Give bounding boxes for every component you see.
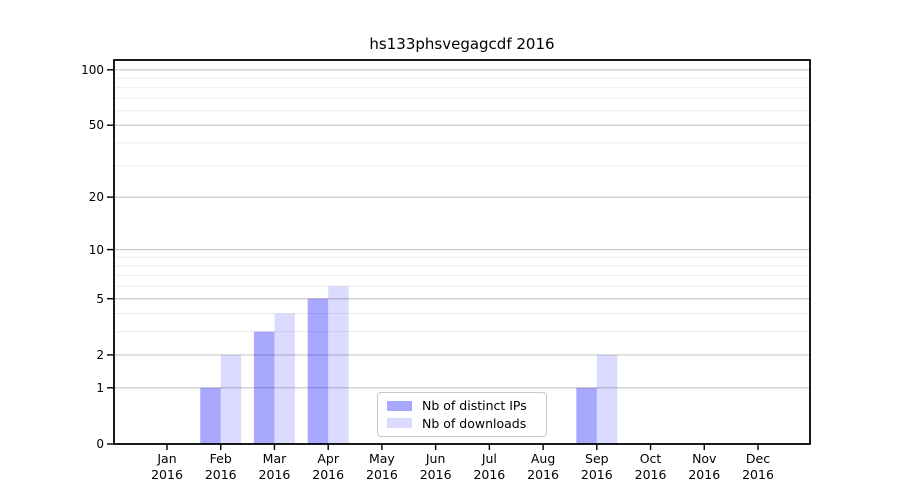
bar-distinct-ips	[253, 331, 275, 444]
bar-downloads	[220, 354, 242, 444]
x-tick-label-mar: Mar 2016	[242, 451, 306, 483]
x-tick-label-nov: Nov 2016	[672, 451, 736, 483]
bar-downloads	[328, 286, 349, 444]
month-label: Mar	[262, 451, 287, 466]
legend-swatch-downloads	[387, 418, 412, 429]
legend-swatch-distinct-ips	[387, 400, 412, 411]
month-label: Feb	[209, 451, 232, 466]
x-tick-label-feb: Feb 2016	[189, 451, 253, 483]
x-tick-label-jun: Jun 2016	[404, 451, 468, 483]
month-label: Dec	[745, 451, 771, 466]
legend-item-downloads: Nb of downloads	[378, 416, 546, 431]
month-label: Aug	[530, 451, 556, 466]
bar-distinct-ips	[307, 298, 329, 444]
year-label: 2016	[151, 467, 183, 482]
month-label: Apr	[317, 451, 339, 466]
y-tick-label: 5	[96, 291, 104, 306]
chart-title: hs133phsvegagcdf 2016	[369, 35, 555, 53]
bar-downloads	[596, 354, 618, 444]
month-label: Nov	[692, 451, 717, 466]
month-label: May	[368, 451, 395, 466]
y-tick-label: 10	[88, 242, 104, 257]
month-label: Sep	[585, 451, 609, 466]
bar-distinct-ips	[576, 387, 597, 444]
year-label: 2016	[527, 467, 559, 482]
year-label: 2016	[258, 467, 291, 482]
y-tick-label: 100	[81, 62, 104, 77]
legend-label-downloads: Nb of downloads	[422, 415, 527, 431]
year-label: 2016	[312, 467, 345, 482]
x-tick-label-jan: Jan 2016	[135, 451, 199, 483]
year-label: 2016	[580, 467, 613, 482]
y-tick-label: 20	[88, 190, 104, 205]
y-tick-label: 0	[96, 437, 104, 451]
year-label: 2016	[366, 467, 398, 482]
x-tick-label-jul: Jul 2016	[457, 451, 521, 483]
x-tick-label-dec: Dec 2016	[726, 451, 790, 483]
legend: Nb of distinct IPs Nb of downloads	[377, 392, 547, 437]
year-label: 2016	[204, 467, 237, 482]
month-label: Jan	[157, 451, 177, 466]
y-tick-label: 50	[88, 118, 104, 133]
x-tick-label-apr: Apr 2016	[296, 451, 360, 483]
x-tick-label-may: May 2016	[350, 451, 414, 483]
month-label: Jul	[481, 451, 497, 466]
y-tick-label: 1	[96, 380, 104, 395]
x-tick-label-sep: Sep 2016	[565, 451, 629, 483]
year-label: 2016	[634, 467, 667, 482]
bar-downloads	[274, 313, 295, 444]
x-tick-label-oct: Oct 2016	[619, 451, 683, 483]
month-label: Jun	[425, 451, 446, 466]
bar-distinct-ips	[200, 387, 221, 444]
year-label: 2016	[688, 467, 721, 482]
x-tick-label-aug: Aug 2016	[511, 451, 575, 483]
plot-border	[113, 59, 811, 445]
year-label: 2016	[419, 467, 452, 482]
year-label: 2016	[742, 467, 774, 482]
legend-label-distinct-ips: Nb of distinct IPs	[422, 398, 527, 414]
month-label: Oct	[639, 451, 662, 466]
y-tick-label: 2	[96, 347, 104, 362]
year-label: 2016	[473, 467, 506, 482]
legend-item-distinct-ips: Nb of distinct IPs	[378, 398, 546, 413]
